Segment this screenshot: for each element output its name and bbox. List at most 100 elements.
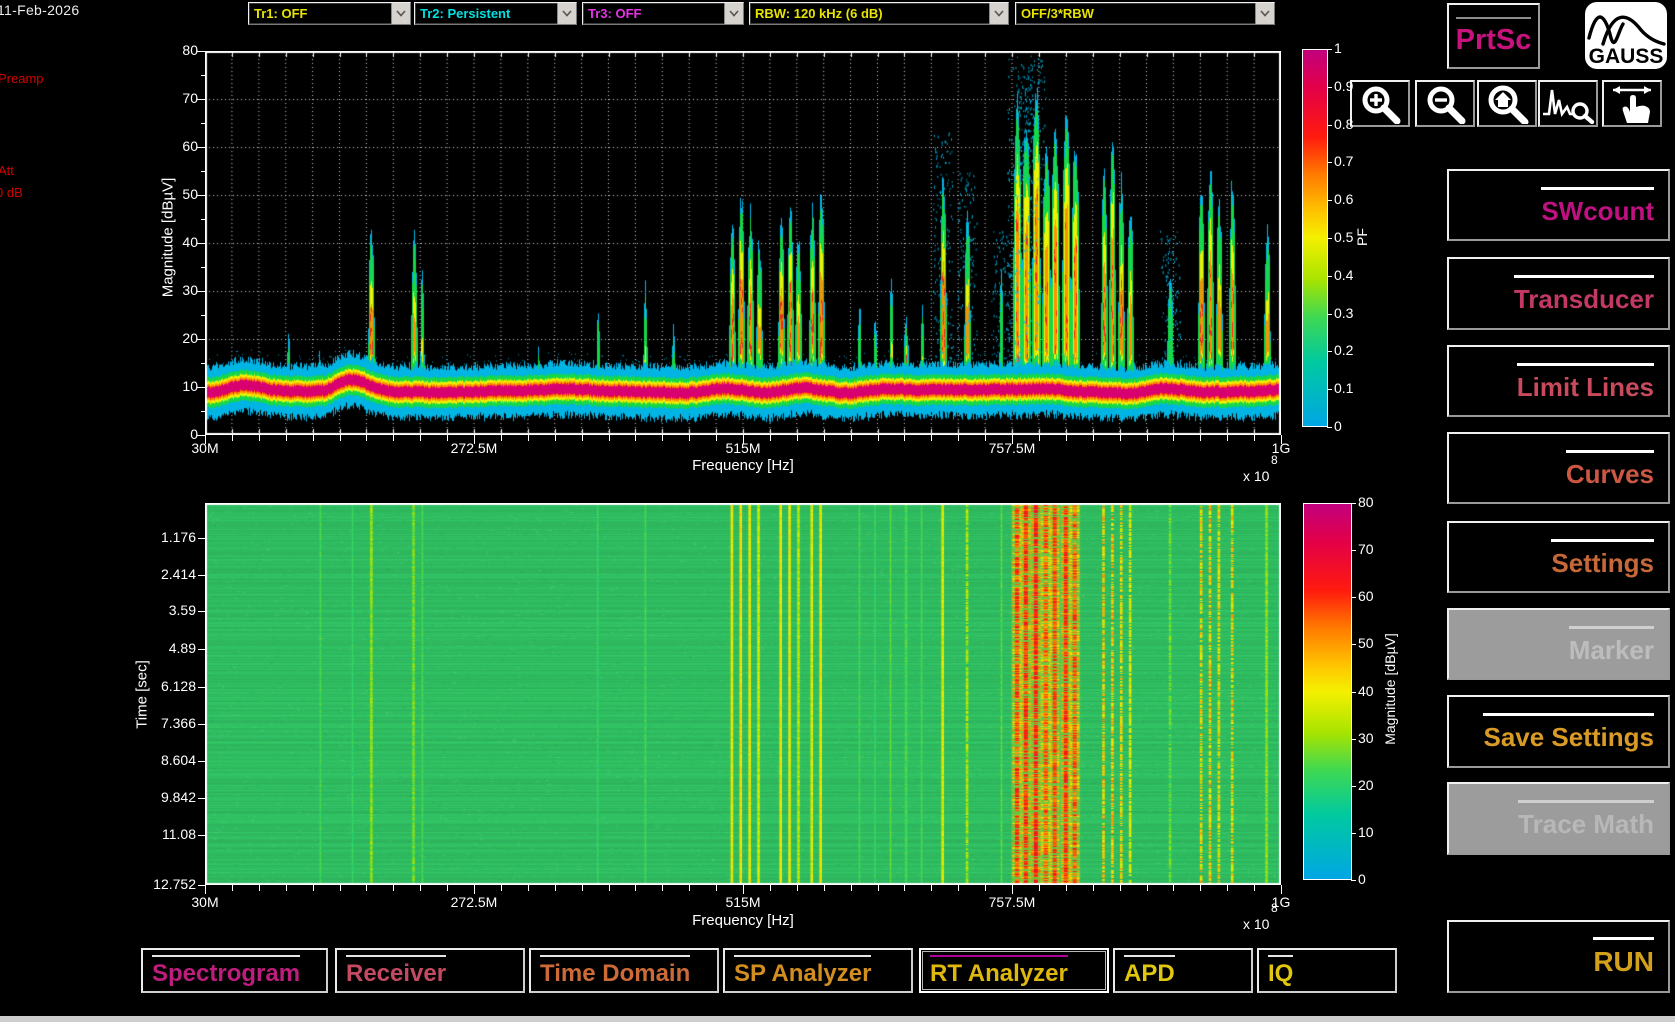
y-tick-label: 60 xyxy=(138,139,198,154)
x-tick-mark xyxy=(366,885,367,891)
top-x-axis-title: Frequency [Hz] xyxy=(643,457,843,474)
colorbar-tick-label: 0 xyxy=(1358,872,1366,887)
x-tick-mark xyxy=(1093,885,1094,891)
y-tick-label: 70 xyxy=(138,91,198,106)
colorbar-tick-label: 0.2 xyxy=(1334,343,1353,358)
time-tick-label: 3.59 xyxy=(136,603,196,618)
x-tick-mark xyxy=(1200,435,1201,441)
colorbar-tick-label: 80 xyxy=(1358,495,1374,510)
zoom-out-button[interactable] xyxy=(1415,80,1475,127)
save-settings-label: Save Settings xyxy=(1483,713,1654,750)
pan-hand-button[interactable] xyxy=(1602,80,1662,127)
colorbar-tick-label: 0.3 xyxy=(1334,306,1353,321)
trace1-dropdown-value: Tr1: OFF xyxy=(249,6,391,21)
time-tick-label: 1.176 xyxy=(136,530,196,545)
print-screen-button[interactable]: PrtSc xyxy=(1447,3,1540,69)
tab-iq[interactable]: IQ xyxy=(1257,948,1397,993)
zoom-home-icon xyxy=(1481,84,1533,124)
y-tick-mark xyxy=(197,195,205,196)
y-tick-mark xyxy=(201,411,205,412)
trace2-dropdown[interactable]: Tr2: Persistent xyxy=(414,2,577,25)
vbw-dropdown-value: OFF/3*RBW xyxy=(1016,6,1255,21)
x-tick-label: 30M xyxy=(155,441,255,456)
persistence-plot-canvas[interactable] xyxy=(205,51,1281,435)
tab-receiver[interactable]: Receiver xyxy=(335,948,525,993)
colorbar-tick-label: 0.7 xyxy=(1334,154,1353,169)
trace-math-button[interactable]: Trace Math xyxy=(1447,782,1670,855)
x-tick-mark xyxy=(474,885,475,894)
x-tick-mark xyxy=(743,885,744,894)
time-tick-label: 2.414 xyxy=(136,567,196,582)
x-tick-mark xyxy=(420,885,421,891)
swcount-button[interactable]: SWcount xyxy=(1447,169,1670,241)
y-tick-mark xyxy=(197,243,205,244)
vbw-dropdown[interactable]: OFF/3*RBW xyxy=(1015,2,1275,25)
zoom-signal-icon xyxy=(1541,84,1595,124)
transducer-button[interactable]: Transducer xyxy=(1447,257,1670,330)
y-tick-label: 20 xyxy=(138,331,198,346)
tab-rt-analyzer[interactable]: RT Analyzer xyxy=(919,948,1109,993)
time-tick-mark xyxy=(198,798,205,799)
marker-button[interactable]: Marker xyxy=(1447,608,1670,680)
colorbar-tick-label: 20 xyxy=(1358,778,1374,793)
x-tick-mark xyxy=(1173,435,1174,441)
x-tick-mark xyxy=(232,885,233,891)
curves-label: Curves xyxy=(1566,450,1654,487)
colorbar-tick-mark xyxy=(1327,200,1332,201)
time-tick-mark xyxy=(198,687,205,688)
zoom-signal-button[interactable] xyxy=(1538,80,1598,127)
rf-analyzer-window: 11-Feb-2026 Preamp Att 0 dB Tr1: OFF Tr2… xyxy=(0,0,1675,1022)
colorbar-tick-mark xyxy=(1351,644,1356,645)
colorbar-tick-mark xyxy=(1327,162,1332,163)
spectrogram-canvas[interactable] xyxy=(205,503,1281,885)
x-tick-mark xyxy=(985,885,986,891)
x-tick-mark xyxy=(1147,435,1148,441)
rbw-dropdown[interactable]: RBW: 120 kHz (6 dB) xyxy=(749,2,1009,25)
tab-spectrogram[interactable]: Spectrogram xyxy=(141,948,328,993)
limit-lines-button[interactable]: Limit Lines xyxy=(1447,345,1670,417)
time-tick-label: 8.604 xyxy=(136,753,196,768)
x-tick-mark xyxy=(1200,885,1201,891)
x-tick-mark xyxy=(878,435,879,441)
x-tick-label: 1G xyxy=(1231,895,1331,910)
save-settings-button[interactable]: Save Settings xyxy=(1447,695,1670,768)
trace3-dropdown[interactable]: Tr3: OFF xyxy=(582,2,744,25)
y-tick-mark xyxy=(197,339,205,340)
x-tick-mark xyxy=(393,885,394,891)
colorbar-tick-label: 70 xyxy=(1358,542,1374,557)
gauss-logo: GAUSS xyxy=(1585,2,1667,69)
time-tick-mark xyxy=(198,649,205,650)
zoom-in-button[interactable] xyxy=(1350,80,1410,127)
x-tick-mark xyxy=(1120,435,1121,441)
x-tick-mark xyxy=(824,435,825,441)
time-tick-mark xyxy=(198,835,205,836)
run-button[interactable]: RUN xyxy=(1447,920,1670,993)
x-tick-label: 757.5M xyxy=(962,441,1062,456)
colorbar-tick-label: 50 xyxy=(1358,636,1374,651)
colorbar-tick-mark xyxy=(1351,692,1356,693)
x-tick-mark xyxy=(205,885,206,894)
curves-button[interactable]: Curves xyxy=(1447,432,1670,504)
colorbar-tick-label: 0.1 xyxy=(1334,381,1353,396)
zoom-home-button[interactable] xyxy=(1477,80,1537,127)
trace2-dropdown-value: Tr2: Persistent xyxy=(415,6,557,21)
colorbar-tick-label: 0.8 xyxy=(1334,117,1353,132)
colorbar-tick-mark xyxy=(1327,389,1332,390)
top-axis-offset-text: x 10 xyxy=(1243,468,1269,484)
tab-sp-analyzer[interactable]: SP Analyzer xyxy=(723,948,913,993)
x-tick-label: 272.5M xyxy=(424,895,524,910)
y-tick-mark xyxy=(201,123,205,124)
x-tick-mark xyxy=(662,435,663,441)
x-tick-mark xyxy=(609,435,610,441)
x-tick-mark xyxy=(635,885,636,891)
colorbar-tick-mark xyxy=(1327,351,1332,352)
magnitude-colorbar xyxy=(1303,503,1352,880)
print-screen-label: PrtSc xyxy=(1456,17,1532,55)
settings-button[interactable]: Settings xyxy=(1447,521,1670,593)
colorbar-tick-mark xyxy=(1327,125,1332,126)
y-tick-mark xyxy=(197,147,205,148)
trace1-dropdown[interactable]: Tr1: OFF xyxy=(248,2,411,25)
tab-time-domain[interactable]: Time Domain xyxy=(529,948,719,993)
x-tick-mark xyxy=(1254,885,1255,891)
tab-apd[interactable]: APD xyxy=(1113,948,1253,993)
